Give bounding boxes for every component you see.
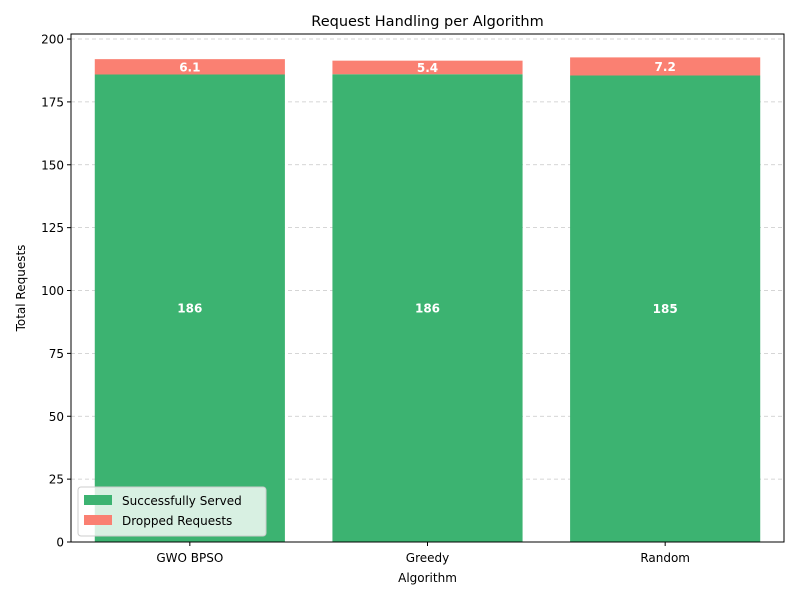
y-tick-label: 25 <box>49 473 64 487</box>
dropped-value-label: 7.2 <box>655 60 676 74</box>
y-tick-label: 125 <box>41 221 64 235</box>
dropped-value-label: 5.4 <box>417 61 438 75</box>
x-tick-label: GWO BPSO <box>156 551 223 565</box>
served-value-label: 186 <box>177 302 202 316</box>
y-axis-label: Total Requests <box>14 245 28 333</box>
served-value-label: 186 <box>415 302 440 316</box>
y-tick-label: 150 <box>41 158 64 172</box>
bars <box>94 57 761 543</box>
served-bar <box>94 74 285 542</box>
y-tick-label: 50 <box>49 410 64 424</box>
y-tick-label: 175 <box>41 95 64 109</box>
dropped-bar <box>94 59 285 75</box>
served-value-label: 185 <box>653 302 678 316</box>
x-axis: GWO BPSO Greedy Random <box>156 542 690 565</box>
bar-value-labels: 186 6.1 186 5.4 185 7.2 <box>177 60 677 316</box>
legend-swatch <box>84 515 112 525</box>
served-bar <box>570 75 761 542</box>
x-tick-label: Greedy <box>406 551 449 565</box>
legend: Successfully Served Dropped Requests <box>77 486 267 537</box>
dropped-bar <box>332 60 523 75</box>
legend-box <box>77 486 267 537</box>
y-tick-label: 75 <box>49 347 64 361</box>
y-tick-label: 0 <box>56 536 64 550</box>
dropped-bar <box>570 57 761 76</box>
y-tick-label: 200 <box>41 33 64 47</box>
legend-label: Dropped Requests <box>122 514 232 528</box>
chart-title: Request Handling per Algorithm <box>311 14 543 30</box>
y-tick-label: 100 <box>41 284 64 298</box>
x-axis-label: Algorithm <box>398 571 457 585</box>
legend-label: Successfully Served <box>122 494 242 508</box>
dropped-value-label: 6.1 <box>179 60 200 74</box>
x-tick-label: Random <box>640 551 690 565</box>
served-bar <box>332 74 523 543</box>
legend-swatch <box>84 495 112 505</box>
y-axis: 0 25 50 75 100 125 150 175 200 <box>41 33 71 550</box>
